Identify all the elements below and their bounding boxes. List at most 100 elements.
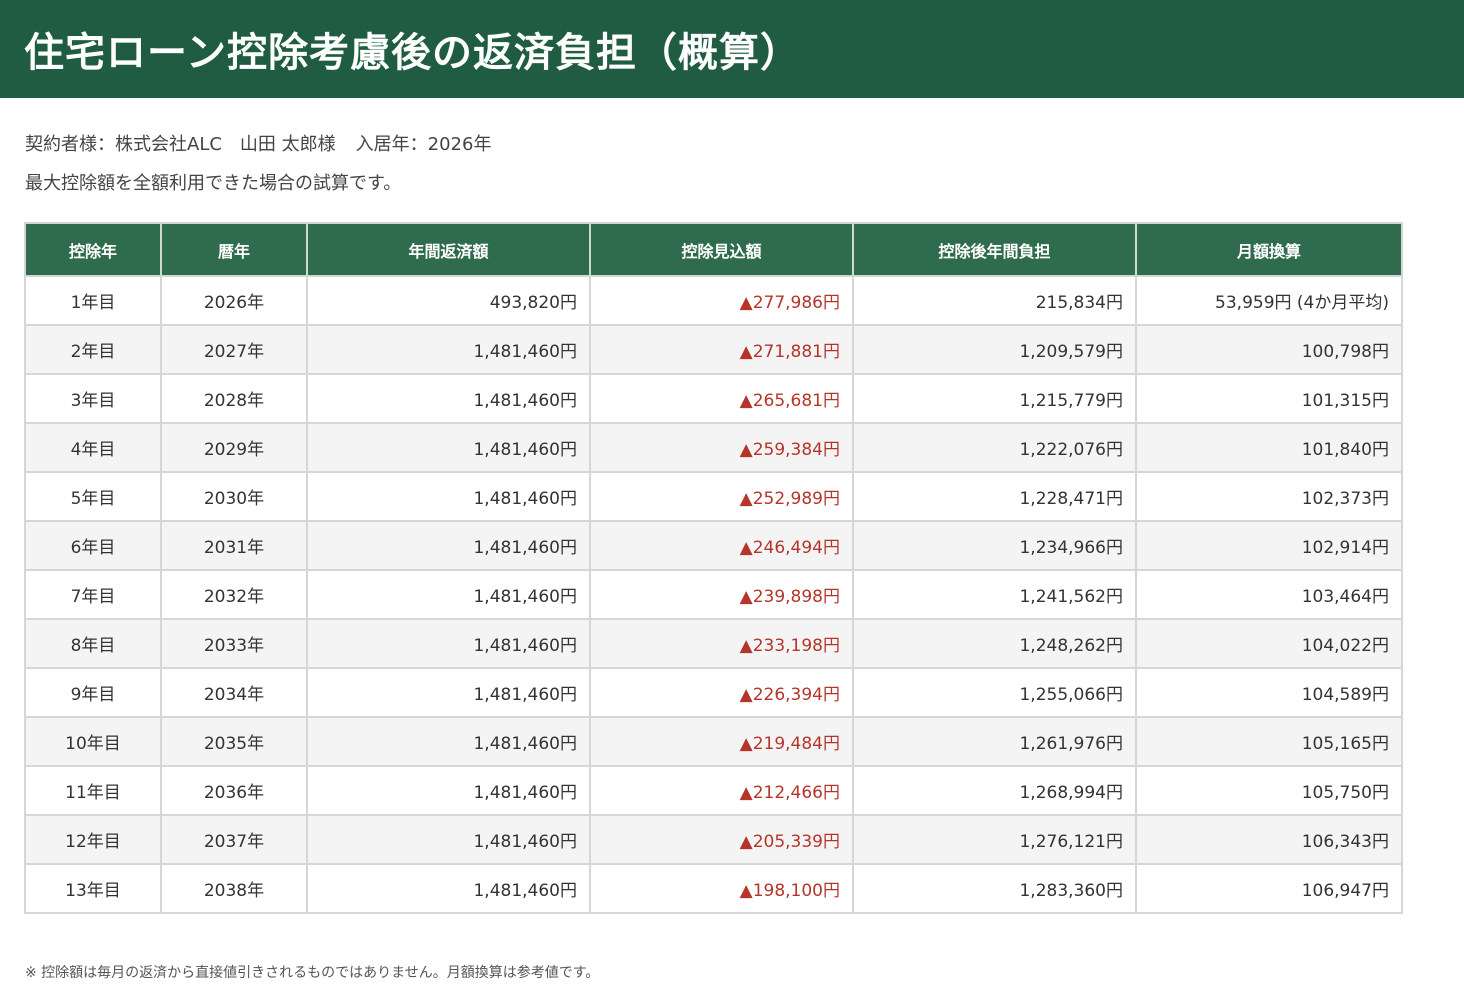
- estimated-deduction-cell: ▲198,100円: [589, 863, 854, 914]
- annual-repayment-cell: 1,481,460円: [306, 520, 591, 571]
- monthly-equivalent-cell: 106,947円: [1135, 863, 1403, 914]
- annual-repayment-cell: 1,481,460円: [306, 863, 591, 914]
- estimated-deduction-cell: ▲233,198円: [589, 618, 854, 669]
- monthly-equivalent-cell: 102,373円: [1135, 471, 1403, 522]
- table-row: 8年目 2033年 1,481,460円 ▲233,198円 1,248,262円 104…: [24, 618, 1403, 669]
- annual-repayment-cell: 1,481,460円: [306, 471, 591, 522]
- calendar-year-cell: 2032年: [160, 569, 308, 620]
- monthly-equivalent-cell: 101,840円: [1135, 422, 1403, 473]
- deduction-year-cell: 6年目: [24, 520, 162, 571]
- calendar-year-cell: 2029年: [160, 422, 308, 473]
- header-estimated-deduction: 控除見込額: [589, 222, 854, 277]
- estimated-deduction-cell: ▲277,986円: [589, 275, 854, 326]
- header-deduction-year: 控除年: [24, 222, 162, 277]
- calendar-year-cell: 2027年: [160, 324, 308, 375]
- estimated-deduction-cell: ▲271,881円: [589, 324, 854, 375]
- annual-repayment-cell: 1,481,460円: [306, 324, 591, 375]
- deduction-year-cell: 5年目: [24, 471, 162, 522]
- estimated-deduction-cell: ▲259,384円: [589, 422, 854, 473]
- table-row: 3年目 2028年 1,481,460円 ▲265,681円 1,215,779円 101…: [24, 373, 1403, 424]
- monthly-equivalent-cell: 105,750円: [1135, 765, 1403, 816]
- table-row: 13年目 2038年 1,481,460円 ▲198,100円 1,283,360円 10…: [24, 863, 1403, 914]
- annual-repayment-cell: 1,481,460円: [306, 716, 591, 767]
- deduction-year-cell: 7年目: [24, 569, 162, 620]
- annual-burden-after-cell: 1,255,066円: [852, 667, 1137, 718]
- contract-holder: 契約者様：株式会社ALC 山田 太郎様: [25, 134, 336, 155]
- deduction-year-cell: 8年目: [24, 618, 162, 669]
- move-in-year: 入居年：2026年: [355, 134, 492, 155]
- annual-repayment-cell: 493,820円: [306, 275, 591, 326]
- monthly-equivalent-cell: 105,165円: [1135, 716, 1403, 767]
- table-row: 1年目 2026年 493,820円 ▲277,986円 215,834円 53,959円…: [24, 275, 1403, 326]
- annual-burden-after-cell: 1,209,579円: [852, 324, 1137, 375]
- annual-burden-after-cell: 1,276,121円: [852, 814, 1137, 865]
- estimated-deduction-cell: ▲246,494円: [589, 520, 854, 571]
- annual-burden-after-cell: 1,261,976円: [852, 716, 1137, 767]
- monthly-equivalent-cell: 103,464円: [1135, 569, 1403, 620]
- deduction-year-cell: 12年目: [24, 814, 162, 865]
- contract-info: 契約者様：株式会社ALC 山田 太郎様 入居年：2026年 最大控除額を全額利用で…: [0, 98, 1464, 197]
- annual-burden-after-cell: 1,283,360円: [852, 863, 1137, 914]
- annual-repayment-cell: 1,481,460円: [306, 765, 591, 816]
- contract-line: 契約者様：株式会社ALC 山田 太郎様 入居年：2026年: [25, 132, 1464, 158]
- header-annual-burden-after: 控除後年間負担: [852, 222, 1137, 277]
- annual-repayment-cell: 1,481,460円: [306, 618, 591, 669]
- annual-burden-after-cell: 1,215,779円: [852, 373, 1137, 424]
- table-row: 10年目 2035年 1,481,460円 ▲219,484円 1,261,976円 10…: [24, 716, 1403, 767]
- estimated-deduction-cell: ▲252,989円: [589, 471, 854, 522]
- calendar-year-cell: 2037年: [160, 814, 308, 865]
- monthly-equivalent-cell: 106,343円: [1135, 814, 1403, 865]
- monthly-equivalent-cell: 101,315円: [1135, 373, 1403, 424]
- annual-burden-after-cell: 1,248,262円: [852, 618, 1137, 669]
- table-row: 4年目 2029年 1,481,460円 ▲259,384円 1,222,076円 101…: [24, 422, 1403, 473]
- table-row: 9年目 2034年 1,481,460円 ▲226,394円 1,255,066円 104…: [24, 667, 1403, 718]
- annual-repayment-cell: 1,481,460円: [306, 422, 591, 473]
- deduction-year-cell: 4年目: [24, 422, 162, 473]
- annual-burden-after-cell: 1,228,471円: [852, 471, 1137, 522]
- table-row: 2年目 2027年 1,481,460円 ▲271,881円 1,209,579円 100…: [24, 324, 1403, 375]
- calendar-year-cell: 2033年: [160, 618, 308, 669]
- table-row: 12年目 2037年 1,481,460円 ▲205,339円 1,276,121円 10…: [24, 814, 1403, 865]
- header-monthly-equivalent: 月額換算: [1135, 222, 1403, 277]
- calendar-year-cell: 2038年: [160, 863, 308, 914]
- estimated-deduction-cell: ▲212,466円: [589, 765, 854, 816]
- monthly-equivalent-cell: 104,022円: [1135, 618, 1403, 669]
- estimated-deduction-cell: ▲205,339円: [589, 814, 854, 865]
- monthly-equivalent-cell: 102,914円: [1135, 520, 1403, 571]
- table-row: 6年目 2031年 1,481,460円 ▲246,494円 1,234,966円 102…: [24, 520, 1403, 571]
- repayment-table-container: 控除年 暦年 年間返済額 控除見込額 控除後年間負担 月額換算 1年目 2026年…: [24, 222, 1403, 914]
- calendar-year-cell: 2036年: [160, 765, 308, 816]
- calendar-year-cell: 2026年: [160, 275, 308, 326]
- annual-repayment-cell: 1,481,460円: [306, 569, 591, 620]
- table-row: 7年目 2032年 1,481,460円 ▲239,898円 1,241,562円 103…: [24, 569, 1403, 620]
- table-row: 11年目 2036年 1,481,460円 ▲212,466円 1,268,994円 10…: [24, 765, 1403, 816]
- annual-repayment-cell: 1,481,460円: [306, 814, 591, 865]
- header-calendar-year: 暦年: [160, 222, 308, 277]
- annual-repayment-cell: 1,481,460円: [306, 373, 591, 424]
- deduction-year-cell: 3年目: [24, 373, 162, 424]
- footnote: ※ 控除額は毎月の返済から直接値引きされるものではありません。月額換算は参考値で…: [25, 965, 600, 981]
- table-body: 1年目 2026年 493,820円 ▲277,986円 215,834円 53,959円…: [24, 275, 1403, 914]
- deduction-year-cell: 11年目: [24, 765, 162, 816]
- estimated-deduction-cell: ▲219,484円: [589, 716, 854, 767]
- deduction-year-cell: 2年目: [24, 324, 162, 375]
- annual-burden-after-cell: 1,268,994円: [852, 765, 1137, 816]
- monthly-equivalent-cell: 53,959円 (4か月平均): [1135, 275, 1403, 326]
- calendar-year-cell: 2030年: [160, 471, 308, 522]
- estimated-deduction-cell: ▲239,898円: [589, 569, 854, 620]
- annual-repayment-cell: 1,481,460円: [306, 667, 591, 718]
- deduction-year-cell: 10年目: [24, 716, 162, 767]
- annual-burden-after-cell: 1,222,076円: [852, 422, 1137, 473]
- header-annual-repayment: 年間返済額: [306, 222, 591, 277]
- annual-burden-after-cell: 215,834円: [852, 275, 1137, 326]
- page-title: 住宅ローン控除考慮後の返済負担（概算）: [24, 30, 801, 76]
- repayment-table: 控除年 暦年 年間返済額 控除見込額 控除後年間負担 月額換算 1年目 2026年…: [24, 222, 1403, 914]
- table-header-row: 控除年 暦年 年間返済額 控除見込額 控除後年間負担 月額換算: [24, 222, 1403, 277]
- page-header: 住宅ローン控除考慮後の返済負担（概算）: [0, 0, 1464, 98]
- monthly-equivalent-cell: 100,798円: [1135, 324, 1403, 375]
- estimated-deduction-cell: ▲265,681円: [589, 373, 854, 424]
- calendar-year-cell: 2034年: [160, 667, 308, 718]
- table-row: 5年目 2030年 1,481,460円 ▲252,989円 1,228,471円 102…: [24, 471, 1403, 522]
- deduction-year-cell: 9年目: [24, 667, 162, 718]
- calendar-year-cell: 2031年: [160, 520, 308, 571]
